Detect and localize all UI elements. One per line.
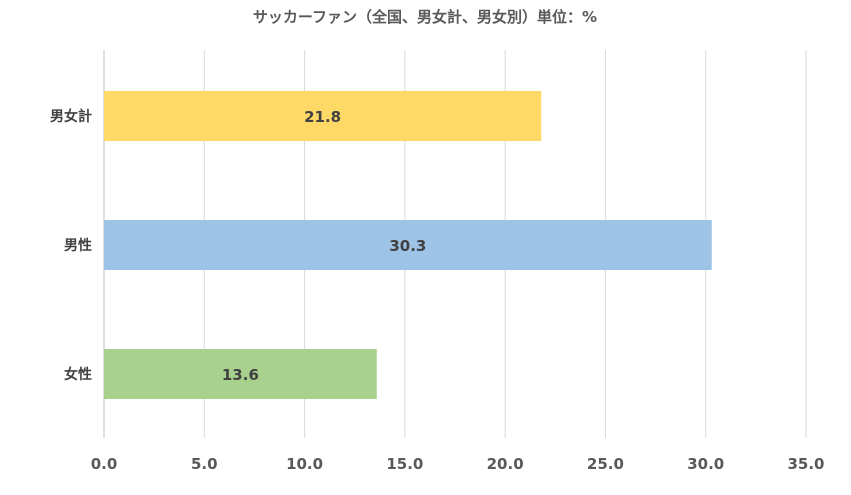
x-tick-label: 0.0 <box>91 455 118 473</box>
bars <box>104 91 712 399</box>
category-label: 男性 <box>64 237 92 254</box>
x-tick-label: 5.0 <box>191 455 218 473</box>
category-label: 男女計 <box>50 108 92 125</box>
category-label: 女性 <box>64 366 92 383</box>
bar <box>104 349 377 399</box>
data-label: 13.6 <box>222 366 259 384</box>
x-tick-label: 30.0 <box>687 455 724 473</box>
x-tick-label: 20.0 <box>487 455 524 473</box>
bar <box>104 220 712 270</box>
x-tick-label: 25.0 <box>587 455 624 473</box>
chart-title: サッカーファン（全国、男女計、男女別）単位：% <box>253 8 597 26</box>
labels: 0.0 5.0 10.0 15.0 20.0 25.0 30.0 35.0 21.8 男女計 30.… <box>50 108 825 473</box>
data-label: 21.8 <box>304 108 341 126</box>
x-tick-label: 35.0 <box>787 455 824 473</box>
x-tick-label: 15.0 <box>386 455 423 473</box>
bar <box>104 91 542 141</box>
data-label: 30.3 <box>389 237 426 255</box>
x-tick-label: 10.0 <box>286 455 323 473</box>
